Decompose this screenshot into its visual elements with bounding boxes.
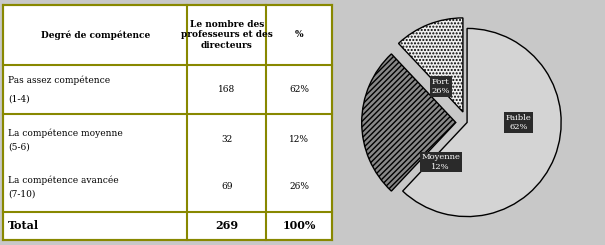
Wedge shape (362, 54, 456, 191)
Text: (1-4): (1-4) (8, 95, 30, 103)
Text: (5-6): (5-6) (8, 142, 30, 151)
Text: 62%: 62% (289, 85, 309, 94)
Text: 69: 69 (221, 182, 232, 191)
Text: 168: 168 (218, 85, 235, 94)
Wedge shape (399, 18, 463, 112)
Text: Fort
26%: Fort 26% (431, 78, 450, 95)
Text: Faible
62%: Faible 62% (506, 114, 532, 131)
Text: %: % (295, 30, 304, 39)
Text: La compétence avancée: La compétence avancée (8, 176, 119, 185)
Wedge shape (403, 28, 561, 217)
Text: Le nombre des
professeurs et des
directeurs: Le nombre des professeurs et des directe… (181, 20, 273, 50)
Text: 100%: 100% (283, 220, 316, 232)
FancyBboxPatch shape (3, 5, 332, 240)
Text: Total: Total (8, 220, 39, 232)
Text: Degré de compétence: Degré de compétence (41, 30, 150, 40)
Text: 12%: 12% (289, 135, 309, 144)
Text: (7-10): (7-10) (8, 189, 35, 198)
Text: Pas assez compétence: Pas assez compétence (8, 75, 110, 85)
Text: La compétence moyenne: La compétence moyenne (8, 129, 123, 138)
Text: 26%: 26% (289, 182, 309, 191)
Text: 269: 269 (215, 220, 238, 232)
Text: Moyenne
12%: Moyenne 12% (421, 153, 460, 171)
Text: 32: 32 (221, 135, 232, 144)
